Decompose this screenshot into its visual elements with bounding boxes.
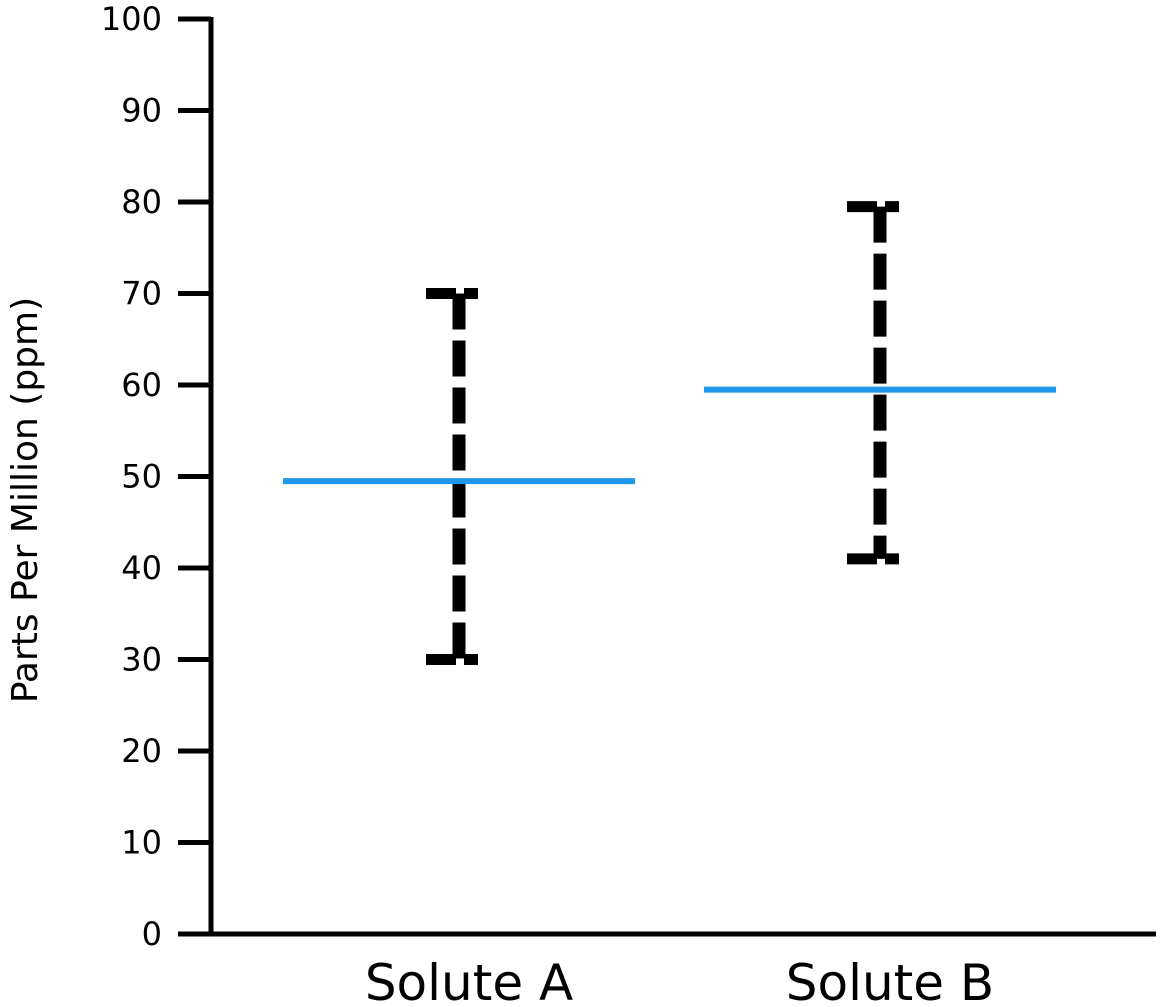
x-category-label-1: Solute A: [365, 954, 573, 1007]
y-axis-title: Parts Per Million (ppm): [5, 297, 46, 703]
y-tick-label-100: 100: [101, 0, 162, 38]
y-tick-label-60: 60: [121, 366, 162, 404]
y-axis-ticks: 0 10 20 30 40 50 60 70 80 90 100: [101, 0, 211, 953]
y-tick-label-80: 80: [121, 183, 162, 221]
y-tick-label-0: 0: [142, 915, 162, 953]
y-tick-label-40: 40: [121, 549, 162, 587]
y-tick-label-10: 10: [121, 824, 162, 862]
chart-marks: [283, 201, 1056, 665]
x-axis-labels: Solute A Solute B: [365, 954, 994, 1007]
y-tick-label-50: 50: [121, 458, 162, 496]
y-tick-label-20: 20: [121, 732, 162, 770]
y-tick-label-30: 30: [121, 641, 162, 679]
y-tick-label-70: 70: [121, 275, 162, 313]
y-tick-label-90: 90: [121, 92, 162, 130]
x-category-label-2: Solute B: [786, 954, 994, 1007]
